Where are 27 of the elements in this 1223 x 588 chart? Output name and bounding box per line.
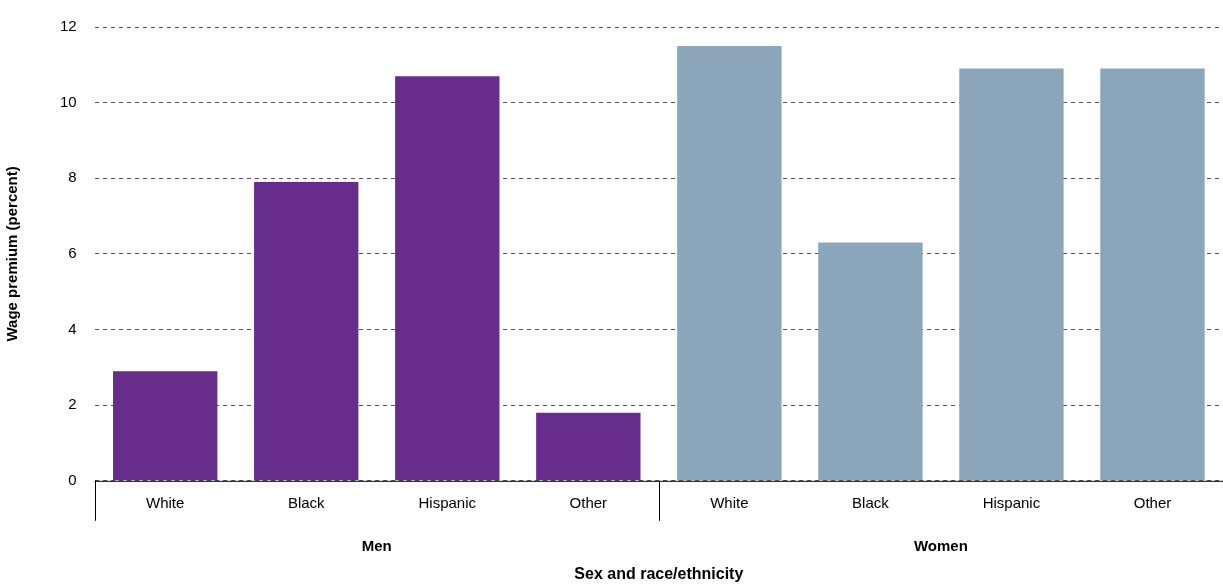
text: Men: [361, 536, 392, 554]
bar: [1100, 68, 1205, 481]
y-tick-label: 12: [60, 17, 77, 35]
y-tick-label: 2: [68, 395, 77, 413]
x-tick-label: Other: [1133, 493, 1172, 511]
x-tick-label: White: [146, 493, 185, 511]
x-tick-label: White: [710, 493, 749, 511]
bar: [818, 242, 923, 481]
bar: [254, 182, 359, 481]
text: Women: [913, 536, 968, 554]
y-tick-label: 4: [68, 319, 77, 337]
y-tick-label: 10: [60, 92, 77, 110]
bar: [536, 412, 641, 481]
y-tick-label: 0: [68, 470, 77, 488]
y-axis-title: Wage premium (percent): [3, 166, 21, 342]
bar: [113, 371, 218, 481]
x-tick-label: Black: [287, 493, 326, 511]
x-tick-label: Black: [852, 493, 890, 511]
bar: [677, 45, 782, 481]
bar: [959, 68, 1064, 481]
x-tick-label: Other: [569, 493, 608, 511]
y-tick-label: 6: [68, 244, 77, 262]
y-tick-label: 8: [68, 168, 77, 186]
x-tick-label: Hispanic: [982, 493, 1041, 511]
x-tick-label: Hispanic: [418, 493, 477, 511]
bar: [395, 76, 500, 481]
x-axis-title: Sex and race/ethnicity: [574, 564, 744, 582]
